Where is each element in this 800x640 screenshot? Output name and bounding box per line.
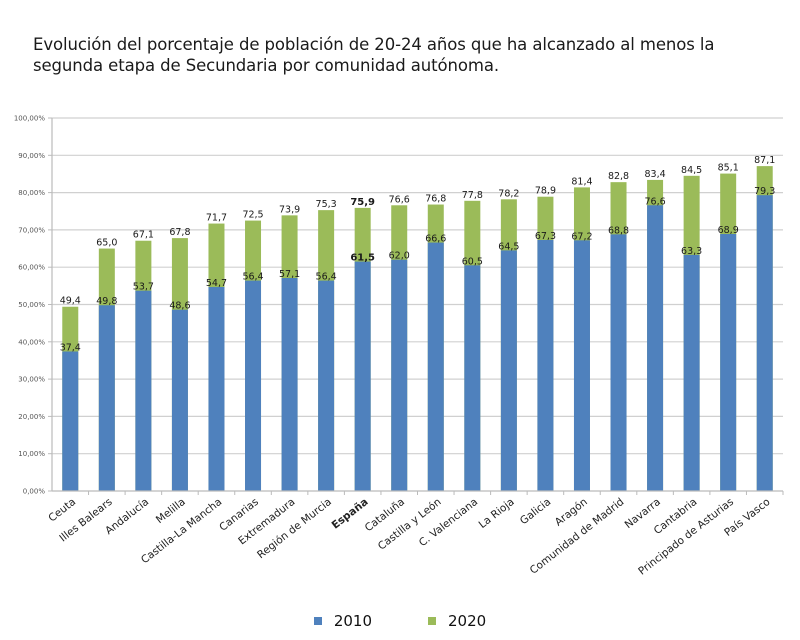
- legend-label-2020: 2020: [448, 612, 487, 630]
- data-label-2010: 56,4: [242, 272, 263, 283]
- y-tick-label: 100,00%: [14, 115, 45, 123]
- data-label-2020: 75,9: [350, 197, 375, 208]
- bar-2010: [647, 205, 664, 492]
- y-tick-label: 10,00%: [18, 450, 45, 458]
- y-tick-label: 70,00%: [18, 226, 45, 234]
- data-label-2020: 71,7: [206, 213, 227, 224]
- bar-2010: [537, 239, 554, 491]
- data-label-2020: 75,3: [316, 199, 337, 210]
- x-tick-label: Galicia: [518, 496, 553, 527]
- data-label-2020: 81,4: [571, 176, 592, 187]
- data-label-2010: 57,1: [279, 269, 300, 280]
- bar-2010: [62, 351, 79, 491]
- y-tick-label: 0,00%: [23, 488, 46, 496]
- legend-item-2010: 2010: [313, 612, 372, 630]
- legend: 2010 2020: [0, 612, 800, 630]
- data-label-2010: 79,3: [754, 186, 775, 197]
- data-label-2020: 72,5: [242, 210, 263, 221]
- data-label-2010: 61,5: [350, 253, 375, 264]
- bar-2010: [135, 290, 152, 491]
- data-label-2010: 49,8: [96, 296, 117, 307]
- chart-title: Evolución del porcentaje de población de…: [33, 35, 715, 75]
- bar-2010: [756, 195, 773, 491]
- data-label-2020: 76,6: [389, 194, 410, 205]
- data-label-2020: 85,1: [718, 163, 739, 174]
- data-label-2010: 64,5: [498, 241, 519, 252]
- data-label-2010: 37,4: [60, 342, 81, 353]
- data-label-2020: 77,8: [462, 190, 483, 201]
- bar-2010: [500, 250, 517, 491]
- data-label-2020: 84,5: [681, 165, 702, 176]
- legend-label-2010: 2010: [333, 612, 372, 630]
- y-tick-label: 50,00%: [18, 301, 45, 309]
- bars: [62, 166, 773, 492]
- data-label-2010: 56,4: [316, 272, 337, 283]
- bar-2010: [281, 278, 298, 491]
- y-tick-label: 40,00%: [18, 338, 45, 346]
- bar-2010: [171, 309, 188, 491]
- data-label-2020: 67,1: [133, 230, 154, 241]
- y-tick-label: 20,00%: [18, 413, 45, 421]
- legend-swatch-2010: [313, 617, 322, 625]
- data-label-2010: 67,3: [535, 231, 556, 242]
- data-label-2010: 63,3: [681, 246, 702, 257]
- legend-swatch-2020: [428, 617, 436, 625]
- bar-2010: [573, 240, 590, 491]
- bar-2010: [208, 286, 225, 491]
- bar-2010: [720, 234, 737, 492]
- data-label-2010: 53,7: [133, 282, 154, 293]
- y-tick-label: 80,00%: [18, 189, 45, 197]
- bar-2010: [464, 265, 481, 491]
- bar-2010: [683, 254, 700, 491]
- gridlines: [52, 117, 783, 455]
- data-label-2020: 83,4: [644, 169, 665, 180]
- x-tick-label: Ceuta: [46, 496, 78, 525]
- y-tick-label: 60,00%: [18, 264, 45, 272]
- bar-2010: [318, 280, 335, 491]
- data-label-2020: 65,0: [96, 238, 117, 249]
- data-label-2010: 68,8: [608, 225, 629, 236]
- legend-item-2020: 2020: [428, 612, 486, 630]
- bar-2010: [245, 280, 262, 491]
- bar-2010: [98, 305, 115, 491]
- data-label-2020: 67,8: [169, 227, 190, 238]
- data-label-2010: 76,6: [644, 196, 665, 207]
- y-axis: 0,00% 10,00% 20,00% 30,00% 40,00% 50,00% 60,00…: [14, 115, 53, 496]
- x-tick-label: Castilla y León: [376, 496, 444, 553]
- data-label-2010: 67,2: [571, 231, 592, 242]
- data-label-2020: 82,8: [608, 171, 629, 182]
- y-tick-label: 30,00%: [18, 376, 45, 384]
- data-labels: 49,4 37,4 65,0 49,8 67,1 53,7 67,8 48,6 71,7 54,7…: [60, 155, 776, 353]
- data-label-2020: 78,2: [498, 188, 519, 199]
- data-label-2020: 49,4: [60, 296, 81, 307]
- data-label-2020: 78,9: [535, 186, 556, 197]
- bar-2010: [610, 234, 627, 491]
- bar-2010: [354, 261, 371, 491]
- y-tick-label: 90,00%: [18, 152, 45, 160]
- bar-2010: [391, 259, 408, 491]
- data-label-2010: 48,6: [169, 301, 190, 312]
- x-tick-label: La Rioja: [477, 496, 517, 531]
- data-label-2020: 76,8: [425, 194, 446, 205]
- data-label-2010: 66,6: [425, 234, 446, 245]
- data-label-2010: 60,5: [462, 256, 483, 267]
- data-label-2010: 68,9: [718, 225, 739, 236]
- data-label-2010: 62,0: [389, 251, 410, 262]
- bar-2010: [427, 242, 444, 491]
- data-label-2020: 73,9: [279, 204, 300, 215]
- data-label-2020: 87,1: [754, 155, 775, 166]
- data-label-2010: 54,7: [206, 278, 227, 289]
